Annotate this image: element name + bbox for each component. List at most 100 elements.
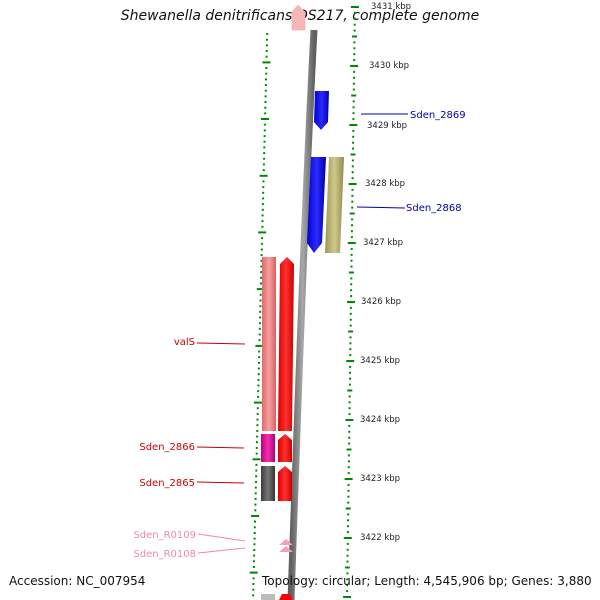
minor-tick	[347, 472, 350, 475]
minor-tick	[352, 35, 357, 38]
minor-tick	[255, 469, 258, 472]
tick-label: 3422 kbp	[360, 533, 400, 543]
minor-tick	[346, 584, 349, 587]
minor-tick	[349, 306, 352, 309]
tick-label: 3430 kbp	[369, 61, 409, 71]
major-tick	[345, 419, 354, 421]
minor-tick	[263, 140, 266, 143]
tick-label: 3424 kbp	[360, 415, 400, 425]
minor-tick	[348, 395, 351, 398]
minor-tick	[352, 100, 355, 103]
gene-label-vals: valS	[174, 337, 195, 348]
feature-olive	[325, 157, 344, 253]
gene-label-sden-2865: Sden_2865	[139, 478, 195, 489]
minor-tick	[262, 180, 265, 183]
tick-label: 3427 kbp	[363, 238, 403, 248]
major-tick	[262, 61, 271, 64]
minor-tick	[264, 95, 267, 98]
minor-tick	[257, 384, 260, 387]
minor-tick	[346, 548, 349, 551]
minor-tick	[265, 72, 268, 75]
major-tick	[258, 231, 267, 234]
minor-tick	[257, 367, 260, 370]
major-tick	[261, 118, 269, 120]
minor-tick	[253, 543, 256, 546]
minor-tick	[353, 70, 356, 73]
minor-tick	[257, 378, 260, 381]
minor-tick	[260, 265, 263, 268]
minor-tick	[352, 129, 355, 132]
minor-tick	[257, 390, 260, 393]
minor-tick	[264, 89, 267, 92]
minor-tick	[260, 259, 263, 262]
minor-tick	[264, 84, 267, 86]
minor-tick	[352, 82, 355, 85]
major-tick	[346, 360, 355, 362]
minor-tick	[350, 295, 353, 298]
minor-tick	[347, 466, 350, 469]
minor-tick	[259, 293, 262, 296]
minor-tick	[254, 492, 257, 495]
minor-tick	[260, 248, 263, 251]
major-tick	[252, 458, 261, 461]
minor-tick	[347, 525, 349, 528]
minor-tick	[262, 169, 265, 172]
feature-red-cds-3	[278, 466, 292, 501]
minor-tick	[350, 289, 353, 292]
minor-tick	[346, 578, 349, 581]
minor-tick	[259, 305, 262, 308]
minor-tick	[348, 442, 351, 445]
minor-tick	[345, 507, 351, 510]
minor-tick	[260, 242, 263, 245]
minor-tick	[259, 316, 262, 319]
minor-tick	[262, 197, 265, 200]
minor-tick	[253, 532, 256, 534]
minor-tick	[258, 339, 261, 342]
tick-track-left	[249, 33, 271, 597]
minor-tick	[349, 348, 352, 351]
minor-tick	[348, 407, 351, 410]
minor-tick	[252, 583, 255, 585]
minor-tick	[263, 123, 266, 126]
topology-summary: Topology: circular; Length: 4,545,906 bp…	[262, 574, 592, 588]
minor-tick	[263, 129, 266, 132]
gene-label-sden-r0108: Sden_R0108	[133, 549, 196, 560]
minor-tick	[347, 513, 350, 516]
minor-tick	[256, 441, 258, 444]
minor-tick	[264, 101, 267, 103]
minor-tick	[253, 560, 255, 563]
tick-label: 3425 kbp	[360, 356, 400, 366]
minor-tick	[349, 336, 352, 339]
minor-tick	[347, 489, 350, 492]
minor-tick	[259, 282, 262, 285]
minor-tick	[350, 259, 353, 262]
tick-label: 3426 kbp	[361, 297, 401, 307]
minor-tick	[351, 218, 354, 221]
minor-tick	[258, 327, 261, 330]
major-tick	[259, 174, 268, 177]
feature-vals	[262, 257, 276, 431]
feature-sden-r0109	[279, 539, 293, 545]
minor-tick	[254, 503, 257, 506]
tick-label: 3428 kbp	[365, 179, 405, 189]
minor-tick	[347, 483, 350, 486]
minor-tick	[352, 106, 355, 109]
minor-tick	[352, 135, 355, 138]
major-tick	[347, 242, 356, 244]
minor-tick	[260, 276, 263, 279]
major-tick	[249, 571, 258, 574]
major-tick	[349, 124, 358, 126]
minor-tick	[348, 330, 354, 333]
minor-tick	[265, 78, 267, 81]
minor-tick	[263, 157, 266, 160]
minor-tick	[346, 590, 349, 593]
minor-tick	[351, 171, 354, 174]
major-tick	[254, 401, 262, 404]
minor-tick	[351, 165, 354, 168]
minor-tick	[349, 365, 352, 368]
minor-tick	[253, 554, 256, 557]
feature-bottom-red	[279, 594, 292, 600]
minor-tick	[351, 94, 357, 97]
feature-top-pink	[291, 4, 306, 31]
minor-tick	[262, 191, 265, 194]
